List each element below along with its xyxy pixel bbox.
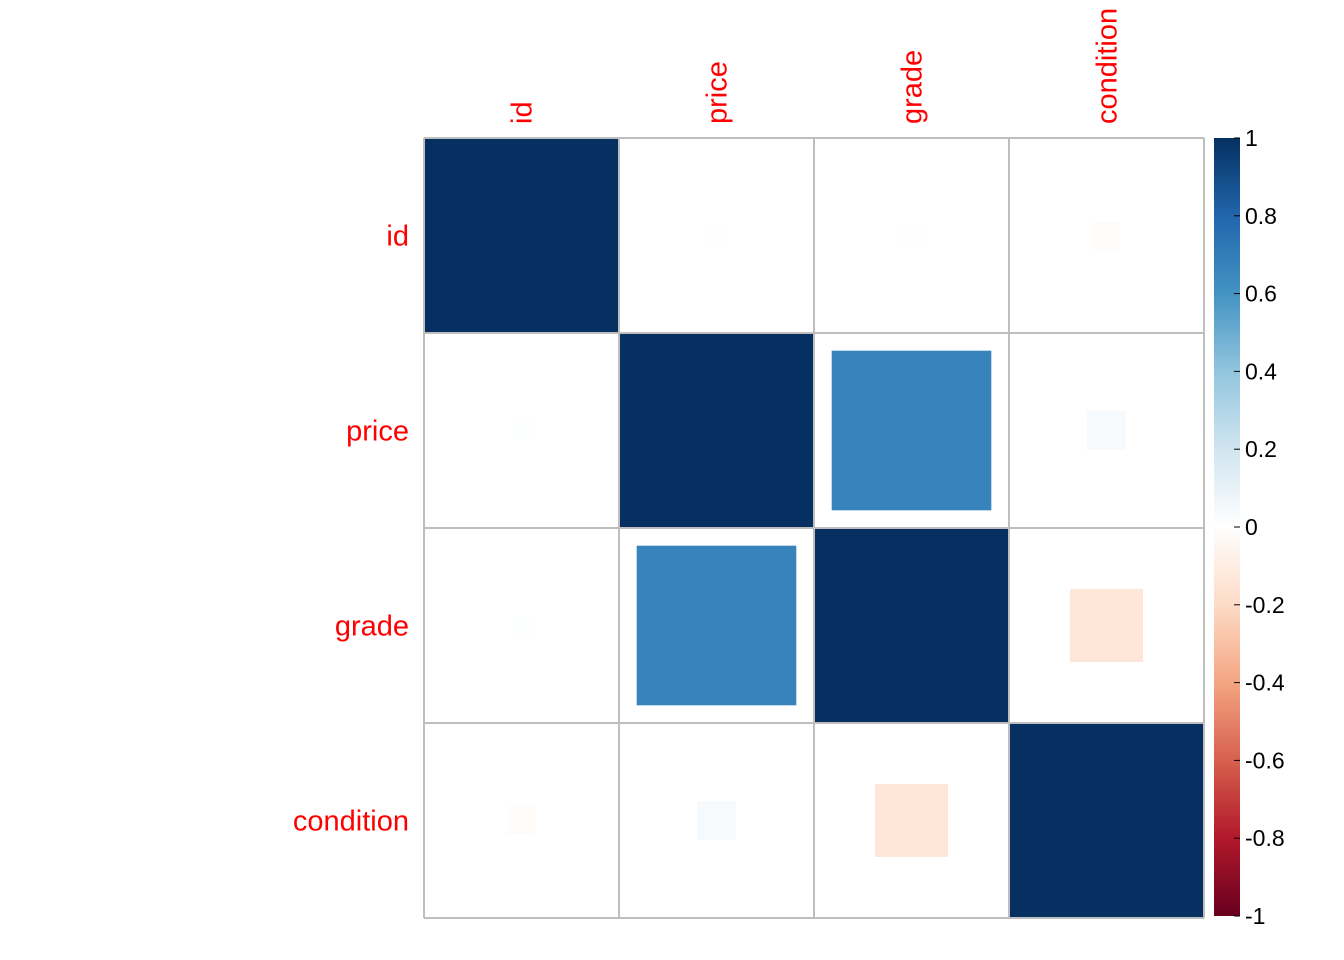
cell-grade-grade: [814, 528, 1009, 723]
color-legend: 1 0.8 0.6 0.4 0.2 0 -0.2 -0.4 -0.6 -0.8 -1: [1214, 125, 1285, 929]
cell-condition-id: [507, 806, 536, 835]
cell-condition-price: [697, 801, 736, 840]
cell-id-grade: [901, 225, 922, 246]
colorbar-tick-label: 1: [1245, 125, 1258, 151]
column-label-condition: condition: [1092, 8, 1124, 124]
cell-price-price: [619, 333, 814, 528]
cell-condition-grade: [875, 784, 948, 857]
colorbar-tick-label: 0: [1245, 514, 1258, 540]
matrix-grid: [423, 137, 1205, 919]
cell-id-id: [424, 138, 619, 333]
cell-price-condition: [1087, 411, 1126, 450]
cell-price-grade: [831, 350, 992, 511]
colorbar-tick-label: 0.4: [1245, 358, 1277, 384]
colorbar-tick-label: 0.6: [1245, 281, 1277, 307]
column-label-id: id: [507, 101, 539, 124]
colorbar-tick-label: -0.6: [1245, 747, 1285, 773]
cell-grade-price: [636, 545, 797, 706]
row-label-condition: condition: [293, 806, 409, 838]
colorbar-tick-label: 0.8: [1245, 203, 1277, 229]
colorbar-tick-label: -0.2: [1245, 592, 1285, 618]
matrix-cells: [424, 138, 1204, 918]
cell-condition-condition: [1009, 723, 1204, 918]
cell-grade-id: [511, 615, 532, 636]
row-labels: id price grade condition: [293, 221, 409, 838]
row-label-grade: grade: [335, 611, 409, 643]
cell-grade-condition: [1070, 589, 1143, 662]
column-label-price: price: [702, 61, 734, 124]
cell-price-id: [511, 420, 532, 441]
colorbar-tick-label: -1: [1245, 903, 1265, 929]
column-labels: id price grade condition: [507, 8, 1124, 124]
row-label-id: id: [386, 221, 409, 253]
column-label-grade: grade: [897, 50, 929, 124]
colorbar-tick-label: 0.2: [1245, 436, 1277, 462]
colorbar-tick-label: -0.8: [1245, 825, 1285, 851]
row-label-price: price: [346, 416, 409, 448]
cell-id-price: [706, 225, 727, 246]
cell-id-condition: [1092, 221, 1121, 250]
colorbar-tick-label: -0.4: [1245, 670, 1285, 696]
